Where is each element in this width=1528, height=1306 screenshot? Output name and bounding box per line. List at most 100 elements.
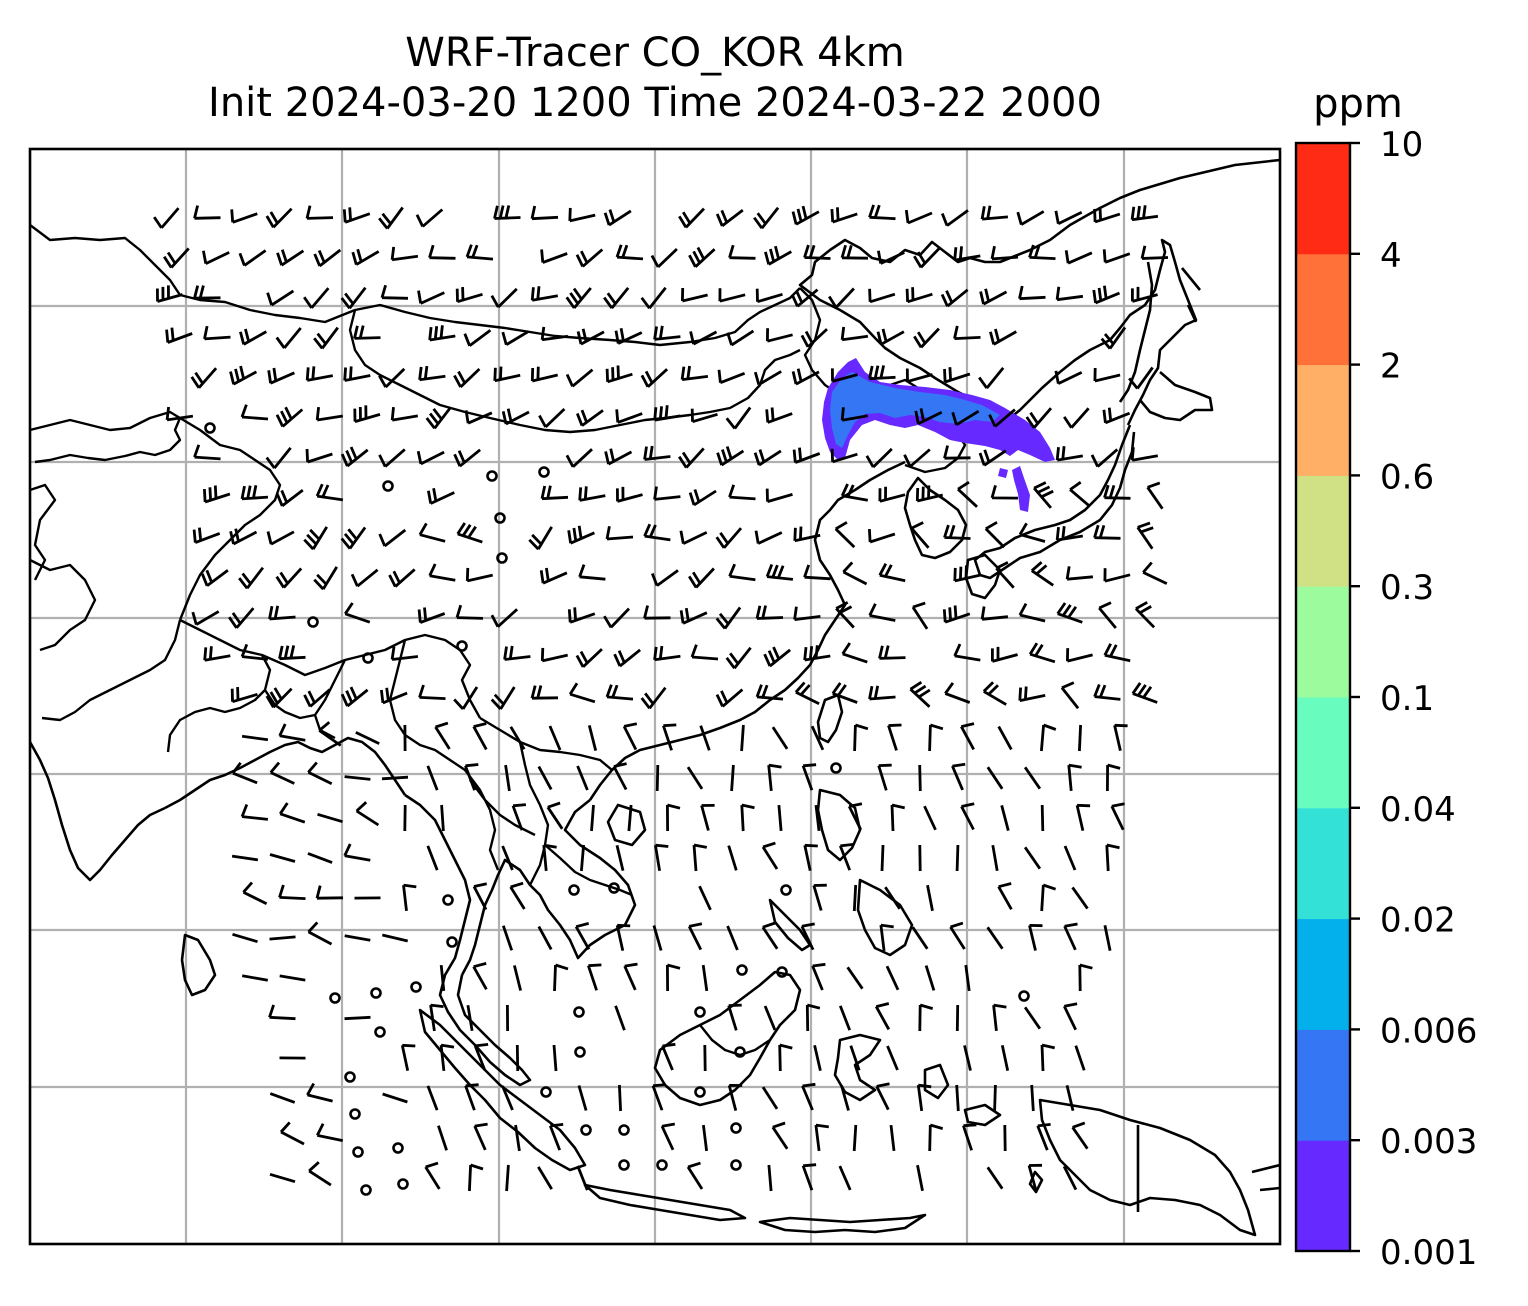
wind-barb <box>726 925 739 951</box>
wind-barb <box>615 923 631 952</box>
wind-barb <box>700 804 715 831</box>
wind-barb <box>986 1166 1004 1190</box>
wind-barb <box>575 248 604 268</box>
wind-barb <box>1040 883 1057 912</box>
calm-wind-marker <box>204 422 216 434</box>
wind-barb <box>1028 924 1043 951</box>
wind-barb <box>640 286 667 310</box>
wind-barb <box>308 1161 332 1187</box>
wind-barb <box>427 488 455 505</box>
wind-barb <box>1093 524 1121 540</box>
wind-barb <box>653 405 681 422</box>
wind-barb <box>303 287 330 309</box>
wind-barb <box>988 408 1016 428</box>
wind-barb <box>679 607 708 625</box>
wind-barb <box>229 528 258 546</box>
wind-barb <box>834 521 856 549</box>
coastline-borneo <box>653 970 802 1107</box>
wind-barb <box>640 686 667 710</box>
wind-barb <box>190 367 218 389</box>
wind-barb <box>951 762 966 791</box>
wind-barb <box>587 725 598 751</box>
wind-barb <box>240 643 269 661</box>
wind-barb <box>692 843 708 872</box>
wind-barb <box>868 288 896 304</box>
wind-barb <box>269 1172 296 1184</box>
wind-barb <box>575 409 604 427</box>
coastline-hainan <box>606 803 647 847</box>
wind-barb <box>575 648 603 668</box>
wind-barb <box>567 525 595 545</box>
wind-barb <box>755 684 784 701</box>
wind-barb <box>978 367 1005 389</box>
wind-barb <box>702 1124 708 1152</box>
wind-barb <box>548 725 562 751</box>
wind-barb <box>690 408 718 424</box>
wind-barb <box>1030 561 1054 587</box>
wind-barb <box>886 1045 899 1071</box>
wind-barb <box>661 1042 676 1071</box>
wind-barb <box>1060 681 1080 710</box>
wind-barb <box>660 1122 676 1151</box>
wind-barb <box>490 608 519 628</box>
wind-barb <box>1063 845 1077 871</box>
coastline-lesser-sunda <box>758 1213 927 1234</box>
wind-barb <box>830 448 858 464</box>
wind-barb <box>688 567 715 589</box>
wind-barb <box>530 286 559 302</box>
wind-barb <box>229 365 258 386</box>
wind-barb <box>800 328 828 348</box>
wind-barb <box>911 601 929 630</box>
border-xinjiang <box>178 416 282 621</box>
wind-barb <box>982 681 1007 706</box>
wind-barb <box>578 564 606 581</box>
wind-barb <box>904 209 933 225</box>
border-central-asia <box>30 483 97 652</box>
wind-barb <box>156 285 183 303</box>
wind-barb <box>627 804 633 832</box>
calm-wind-marker <box>580 1124 592 1136</box>
wind-barb <box>426 845 439 871</box>
wind-barb <box>662 723 677 751</box>
colorbar-segment <box>1296 253 1350 366</box>
wind-barb <box>1098 601 1117 629</box>
wind-barb <box>605 525 634 541</box>
wind-barb <box>913 327 940 349</box>
wind-barb <box>791 205 820 226</box>
wind-barb <box>1140 245 1169 260</box>
wind-barb <box>429 1003 444 1032</box>
wind-barb <box>240 803 269 821</box>
wind-barb <box>681 287 708 303</box>
wind-barb <box>1103 484 1131 500</box>
wind-barb <box>514 1124 521 1152</box>
wind-barb <box>240 404 269 421</box>
wind-barb <box>814 1123 829 1152</box>
wind-barb <box>378 367 406 389</box>
wind-barb <box>865 447 893 469</box>
wind-barb <box>540 647 569 663</box>
wind-barb <box>715 688 744 708</box>
wind-barb <box>402 883 417 912</box>
wind-barb <box>1065 566 1094 581</box>
wind-barb <box>1130 447 1159 462</box>
wind-barb <box>1142 561 1168 585</box>
wind-barb <box>1018 522 1046 543</box>
wind-barb <box>265 447 292 469</box>
calm-wind-marker <box>446 936 458 948</box>
wind-barb <box>165 327 193 344</box>
wind-barb <box>1000 805 1010 831</box>
wind-barb <box>1062 1165 1078 1191</box>
wind-barb <box>810 725 825 751</box>
plume-core <box>830 372 1000 448</box>
wind-barb <box>440 804 445 832</box>
wind-barb <box>771 1121 789 1150</box>
wind-barb <box>916 1083 932 1112</box>
wind-barb <box>666 803 681 832</box>
calm-wind-marker <box>392 1142 404 1154</box>
wind-barb <box>193 444 221 461</box>
wind-barb <box>1056 602 1083 624</box>
wind-barb <box>307 852 333 864</box>
coastline-philippines-luzon <box>816 788 862 862</box>
wind-barb <box>1054 370 1083 385</box>
wind-barb <box>1074 1045 1086 1071</box>
